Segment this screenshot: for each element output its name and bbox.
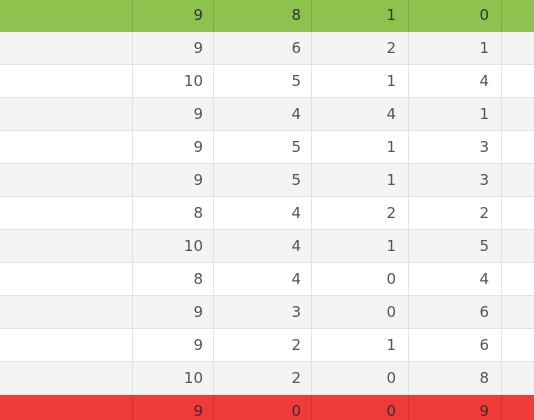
draw-cell: 1 (312, 65, 409, 97)
won-cell: 4 (214, 197, 312, 229)
team-cell (0, 197, 133, 229)
team-cell (0, 296, 133, 328)
extra-cell (502, 65, 534, 97)
played-cell: 9 (133, 0, 214, 31)
won-cell: 4 (214, 98, 312, 130)
played-cell: 9 (133, 296, 214, 328)
won-cell: 5 (214, 65, 312, 97)
draw-cell: 1 (312, 0, 409, 31)
played-cell: 8 (133, 197, 214, 229)
draw-cell: 0 (312, 296, 409, 328)
won-cell: 5 (214, 131, 312, 163)
draw-cell: 1 (312, 230, 409, 262)
team-cell (0, 65, 133, 97)
team-cell (0, 0, 133, 31)
played-cell: 9 (133, 395, 214, 420)
won-cell: 8 (214, 0, 312, 31)
draw-cell: 4 (312, 98, 409, 130)
won-cell: 2 (214, 362, 312, 394)
lost-cell: 2 (409, 197, 502, 229)
draw-cell: 2 (312, 197, 409, 229)
played-cell: 8 (133, 263, 214, 295)
won-cell: 4 (214, 230, 312, 262)
extra-cell (502, 230, 534, 262)
played-cell: 10 (133, 65, 214, 97)
played-cell: 10 (133, 362, 214, 394)
draw-cell: 1 (312, 164, 409, 196)
won-cell: 2 (214, 329, 312, 361)
extra-cell (502, 197, 534, 229)
lost-cell: 4 (409, 65, 502, 97)
team-cell (0, 98, 133, 130)
extra-cell (502, 362, 534, 394)
draw-cell: 1 (312, 329, 409, 361)
team-cell (0, 32, 133, 64)
team-cell (0, 263, 133, 295)
draw-cell: 2 (312, 32, 409, 64)
lost-cell: 4 (409, 263, 502, 295)
lost-cell: 6 (409, 329, 502, 361)
lost-cell: 9 (409, 395, 502, 420)
team-cell (0, 230, 133, 262)
played-cell: 9 (133, 164, 214, 196)
draw-cell: 0 (312, 263, 409, 295)
lost-cell: 3 (409, 131, 502, 163)
played-cell: 9 (133, 98, 214, 130)
draw-cell: 0 (312, 362, 409, 394)
draw-cell: 0 (312, 395, 409, 420)
extra-cell (502, 395, 534, 420)
played-cell: 10 (133, 230, 214, 262)
draw-cell: 1 (312, 131, 409, 163)
extra-cell (502, 131, 534, 163)
lost-cell: 0 (409, 0, 502, 31)
played-cell: 9 (133, 32, 214, 64)
extra-cell (502, 32, 534, 64)
team-cell (0, 164, 133, 196)
extra-cell (502, 98, 534, 130)
team-cell (0, 329, 133, 361)
table-row: 10 2 0 8 (0, 362, 534, 395)
won-cell: 6 (214, 32, 312, 64)
team-cell (0, 362, 133, 394)
won-cell: 3 (214, 296, 312, 328)
played-cell: 9 (133, 329, 214, 361)
table-row: 10 4 1 5 (0, 230, 534, 263)
lost-cell: 1 (409, 32, 502, 64)
team-cell (0, 131, 133, 163)
extra-cell (502, 0, 534, 31)
lost-cell: 1 (409, 98, 502, 130)
team-cell (0, 395, 133, 420)
extra-cell (502, 296, 534, 328)
played-cell: 9 (133, 131, 214, 163)
lost-cell: 3 (409, 164, 502, 196)
extra-cell (502, 263, 534, 295)
lost-cell: 6 (409, 296, 502, 328)
won-cell: 4 (214, 263, 312, 295)
lost-cell: 5 (409, 230, 502, 262)
table-row: 10 5 1 4 (0, 65, 534, 98)
extra-cell (502, 164, 534, 196)
won-cell: 5 (214, 164, 312, 196)
lost-cell: 8 (409, 362, 502, 394)
won-cell: 0 (214, 395, 312, 420)
extra-cell (502, 329, 534, 361)
